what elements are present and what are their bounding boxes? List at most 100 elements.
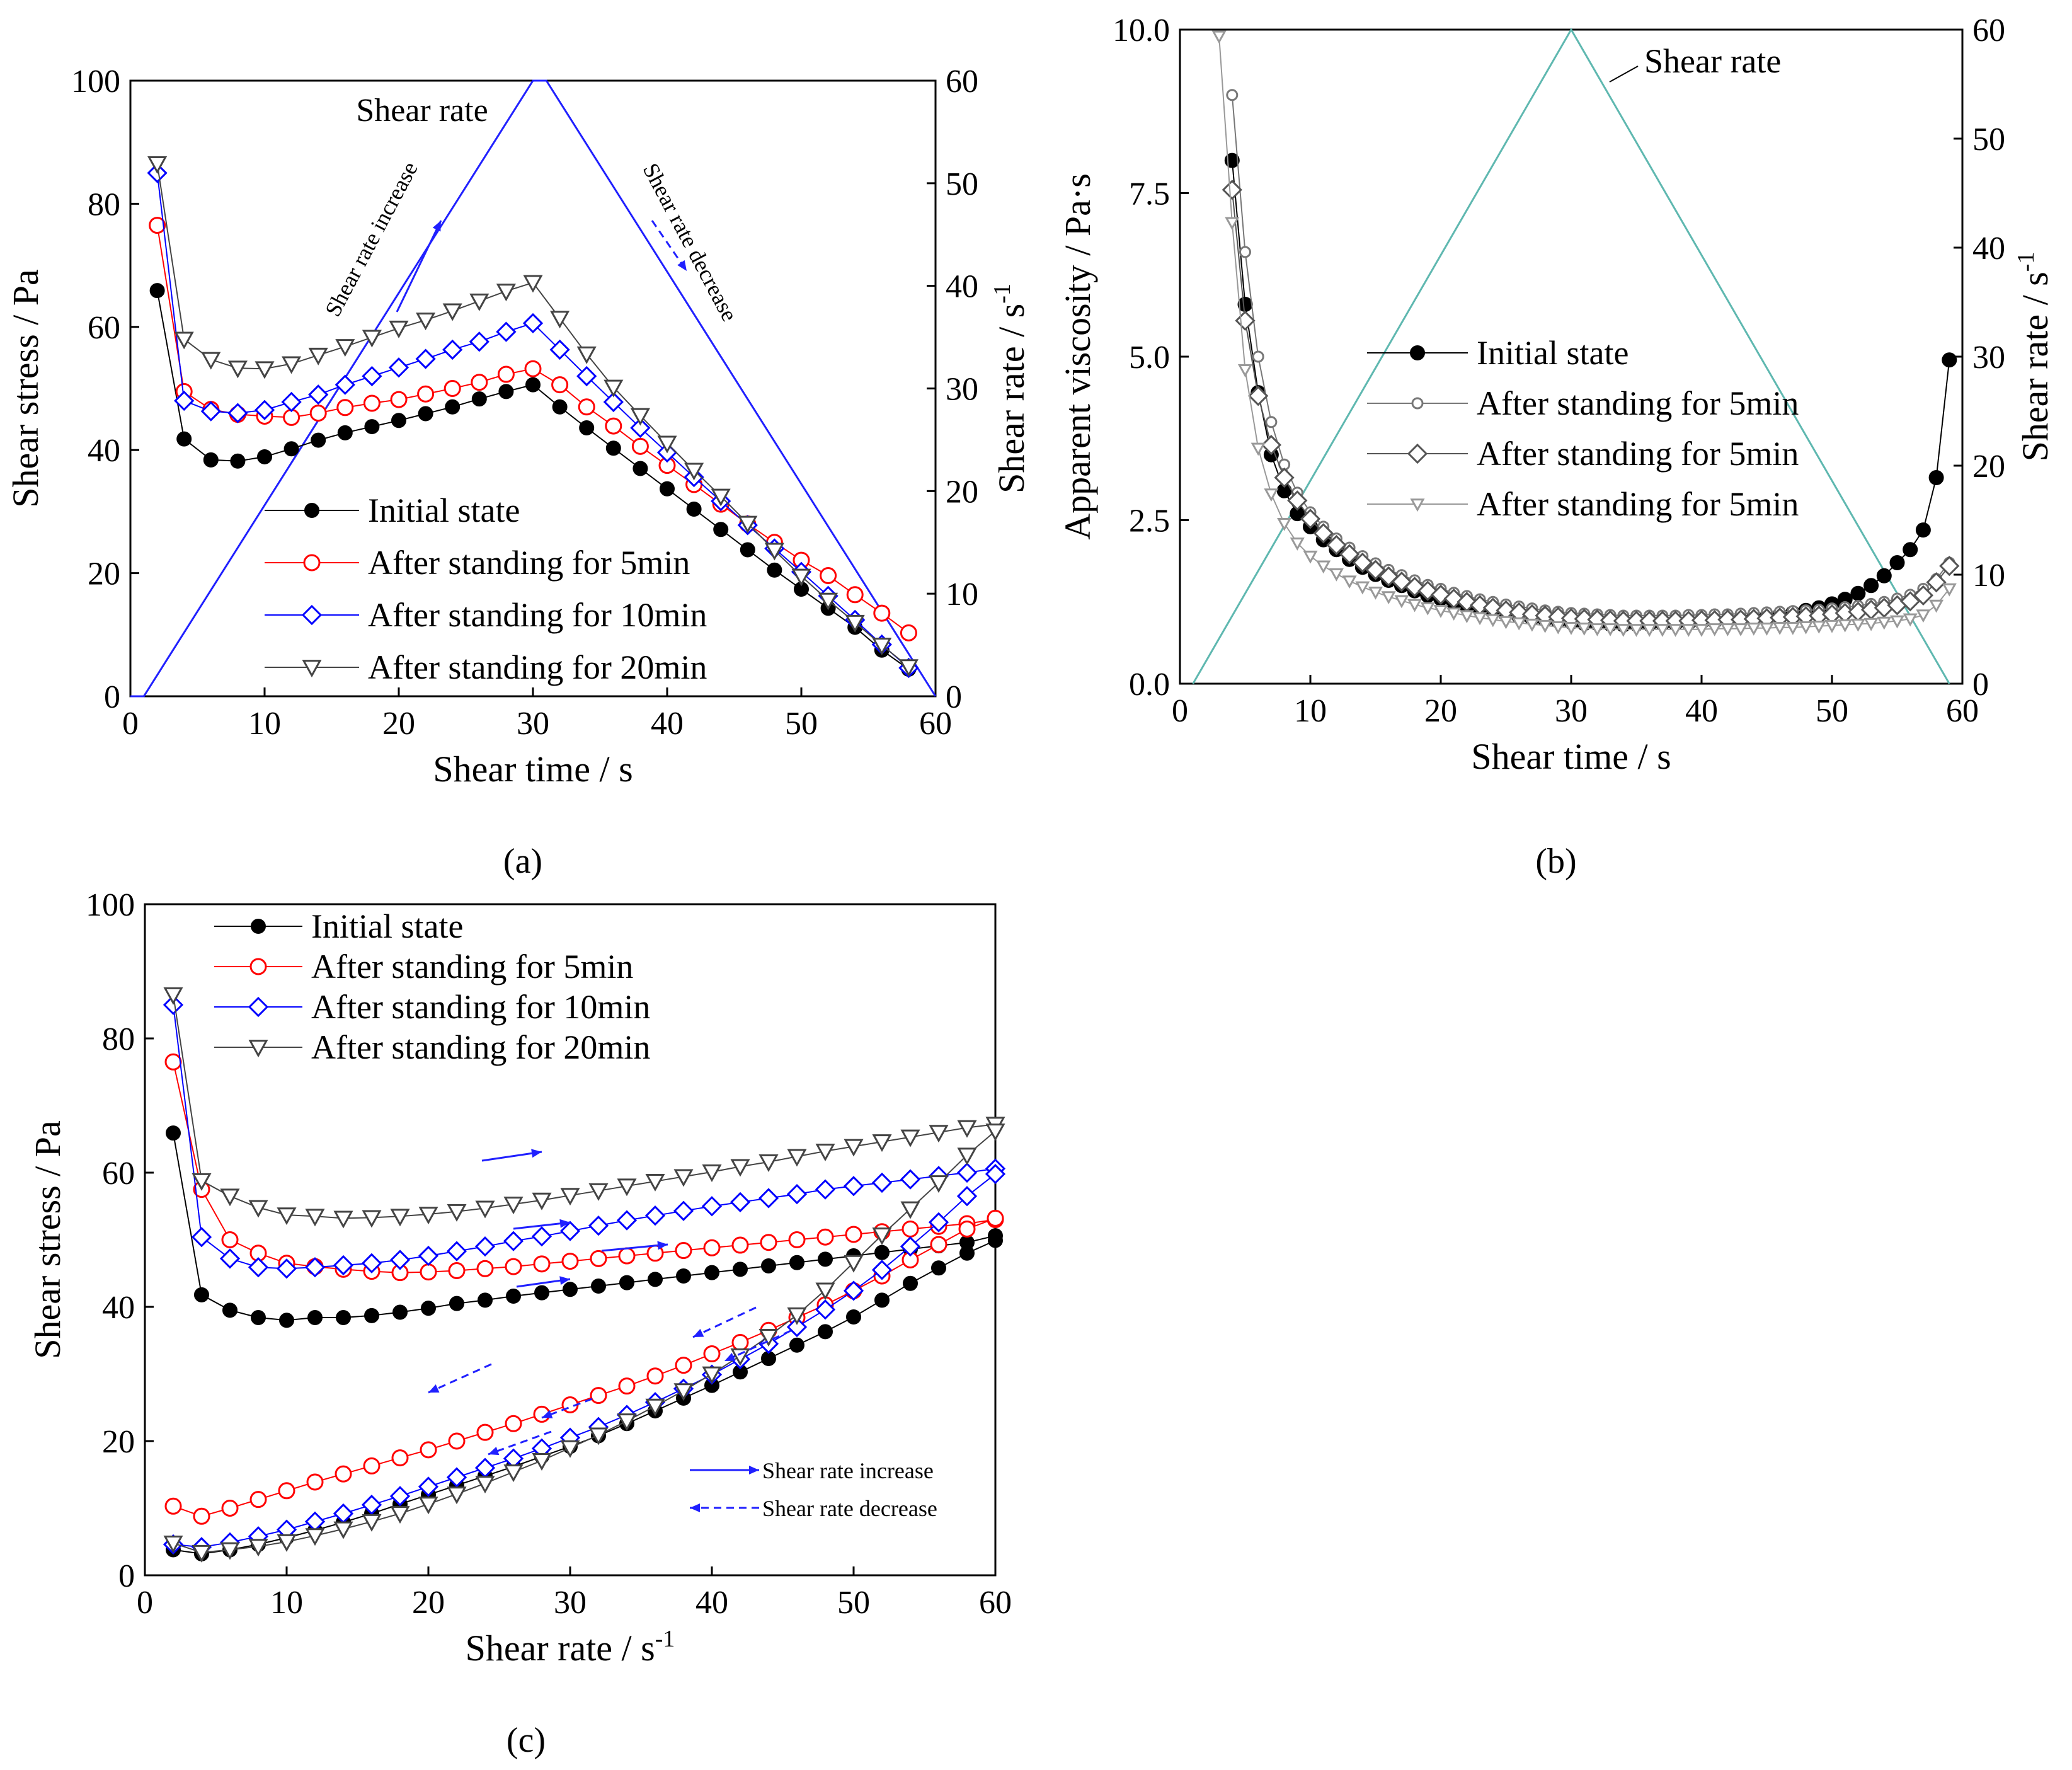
legend-label: After standing for 20min xyxy=(311,1028,650,1066)
y2-axis-label-text: Shear rate / s xyxy=(2015,272,2056,461)
data-point xyxy=(1915,522,1931,538)
y2-tick-label: 30 xyxy=(1972,340,2005,376)
data-point xyxy=(645,1173,665,1192)
data-point xyxy=(333,1521,353,1539)
data-point xyxy=(987,1209,1004,1227)
arrow-legend-increase-label: Shear rate increase xyxy=(762,1458,934,1483)
data-point xyxy=(645,1398,665,1417)
data-point xyxy=(929,1175,949,1193)
data-point xyxy=(1785,622,1800,635)
x-tick-label: 0 xyxy=(1172,693,1188,729)
data-point xyxy=(417,385,435,403)
x-axis-label-text: Shear time / s xyxy=(1471,736,1671,777)
data-point xyxy=(203,452,219,468)
data-point xyxy=(476,1423,494,1441)
data-point xyxy=(660,481,675,497)
data-point xyxy=(1261,435,1282,456)
data-point xyxy=(522,313,544,334)
data-point xyxy=(1485,614,1501,628)
data-point xyxy=(1577,623,1592,636)
data-point xyxy=(308,384,329,405)
data-point xyxy=(591,1278,606,1294)
y-tick-label: 60 xyxy=(88,310,120,346)
data-point xyxy=(788,1231,806,1248)
data-point xyxy=(1248,386,1269,406)
data-point xyxy=(1538,619,1553,633)
legend-label: Initial state xyxy=(311,907,463,945)
data-point xyxy=(249,1491,267,1509)
y-tick-label: 20 xyxy=(88,556,120,592)
x-tick-label: 30 xyxy=(554,1585,587,1621)
data-point xyxy=(305,1209,325,1227)
data-point xyxy=(248,1200,268,1218)
data-point xyxy=(363,1457,381,1474)
data-point xyxy=(845,614,865,633)
panel-c-chart: (c) 0 10 20 30 40 50 60 0 20 40 60 80 100 Shear rate … xyxy=(27,887,1012,1760)
data-point xyxy=(474,1236,496,1257)
data-point xyxy=(552,399,568,415)
data-point xyxy=(230,453,246,469)
data-point xyxy=(874,1244,890,1260)
data-point xyxy=(305,1528,325,1546)
data-point xyxy=(503,1197,524,1215)
data-point xyxy=(1863,578,1879,594)
data-point xyxy=(630,417,651,439)
data-point xyxy=(701,1196,723,1217)
data-point xyxy=(930,1236,947,1253)
arrow-legend-decrease-arrow-head xyxy=(690,1503,700,1512)
data-point xyxy=(251,1310,266,1326)
data-point xyxy=(418,1476,439,1497)
data-point xyxy=(1913,585,1934,606)
arrow-legend-decrease-arrow xyxy=(690,1503,759,1512)
data-point xyxy=(1720,623,1735,636)
data-point xyxy=(1287,490,1308,511)
data-point xyxy=(1264,488,1279,502)
data-point xyxy=(475,1476,495,1494)
x-axis-label: Shear time / s xyxy=(1471,736,1671,777)
data-point xyxy=(174,390,195,411)
data-point xyxy=(391,1449,409,1467)
decrease-arrow xyxy=(428,1363,492,1394)
increase-arrow-shaft xyxy=(601,1243,668,1252)
data-point xyxy=(257,449,272,464)
y-axis-label: Shear stress / Pa xyxy=(27,1120,68,1359)
x-axis-label-sup: -1 xyxy=(655,1626,675,1652)
data-point xyxy=(533,1255,551,1273)
data-point xyxy=(673,1200,694,1221)
series-3 xyxy=(147,156,919,677)
x-tick-label: 50 xyxy=(837,1585,870,1621)
data-point xyxy=(1352,552,1373,573)
data-point xyxy=(255,361,275,379)
data-point xyxy=(901,1220,919,1238)
data-point xyxy=(702,1366,722,1384)
data-point xyxy=(279,1313,294,1328)
data-point xyxy=(873,604,891,622)
data-point xyxy=(632,461,648,476)
decrease-arrow-shaft xyxy=(428,1363,492,1394)
data-point xyxy=(227,403,248,423)
data-point xyxy=(1733,623,1748,636)
y-axis-label: Shear stress / Pa xyxy=(5,269,46,508)
data-point xyxy=(1589,623,1605,636)
data-point xyxy=(220,1188,240,1207)
data-point xyxy=(898,659,919,677)
data-point xyxy=(1942,352,1957,368)
data-point xyxy=(448,1432,466,1450)
y2-axis-label-sup: -1 xyxy=(2013,252,2039,272)
data-point xyxy=(192,1544,212,1563)
data-point xyxy=(1239,246,1251,258)
y-tick-label: 0 xyxy=(118,1558,135,1594)
data-point xyxy=(221,1500,239,1517)
data-point xyxy=(605,440,621,456)
legend-label: After standing for 10min xyxy=(368,596,707,634)
data-point xyxy=(532,1452,552,1471)
data-point xyxy=(578,398,595,416)
data-point xyxy=(531,1226,552,1247)
data-point xyxy=(192,1173,212,1191)
panel-b-caption: (b) xyxy=(1535,842,1576,881)
data-point xyxy=(1407,599,1422,612)
data-point xyxy=(818,592,839,611)
data-point xyxy=(758,1328,779,1347)
legend-label: After standing for 5min xyxy=(1477,485,1799,523)
